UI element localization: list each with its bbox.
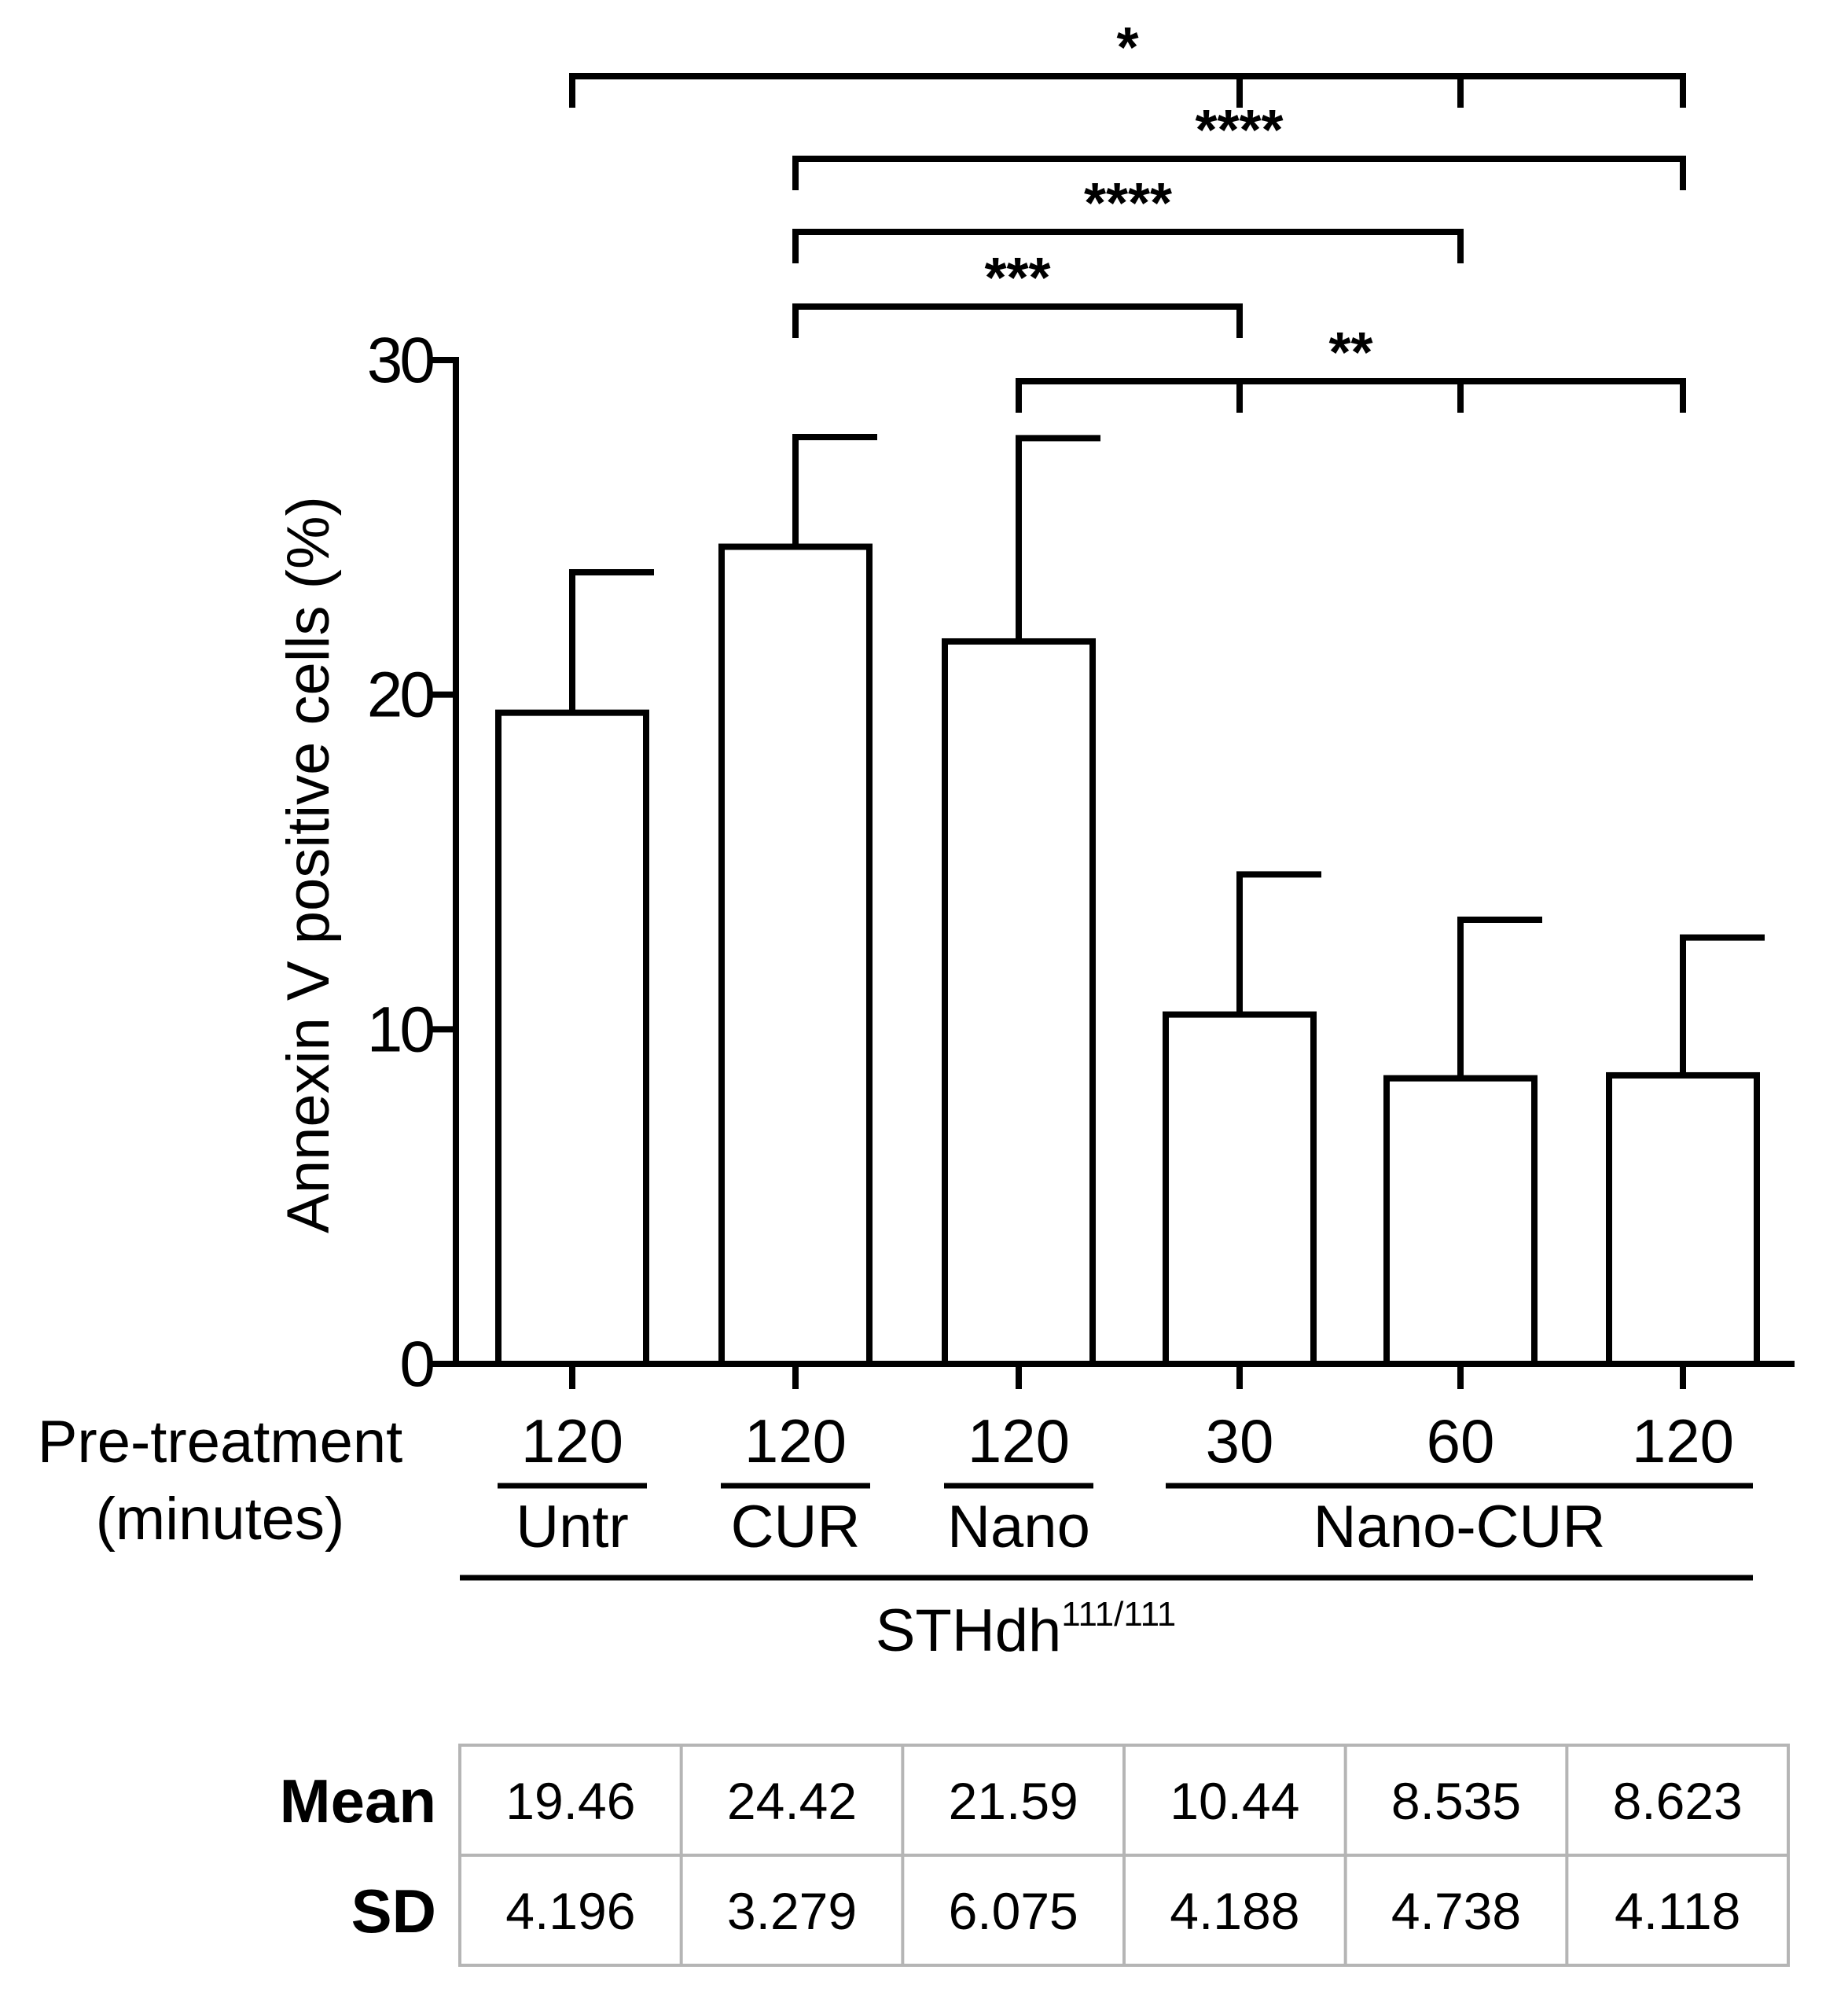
y-tick-label: 10 — [367, 994, 434, 1065]
group-label: CUR — [731, 1494, 861, 1560]
table-cell: 24.42 — [727, 1772, 857, 1830]
cell-line-label: STHdh111/111 — [876, 1595, 1177, 1664]
bar — [1163, 1011, 1317, 1367]
x-axis-title-line2: (minutes) — [96, 1486, 345, 1553]
x-tick-label: 120 — [968, 1406, 1070, 1476]
table-cell: 21.59 — [949, 1772, 1078, 1830]
table-cell: 8.535 — [1391, 1772, 1521, 1830]
significance-brackets: ************** — [569, 17, 1686, 413]
table-cell: 4.118 — [1615, 1882, 1740, 1940]
bar — [1383, 1075, 1538, 1367]
significance-label: **** — [1195, 99, 1283, 162]
x-tick-label: 120 — [744, 1406, 847, 1476]
summary-table: Mean 19.46 24.42 21.59 10.44 8.535 8.623 SD 4.19… — [280, 1744, 1790, 1967]
significance-label: *** — [984, 247, 1050, 310]
cell-line-superscript: 111/111 — [1061, 1595, 1176, 1634]
significance-label: * — [1116, 17, 1138, 79]
table-cell: 6.075 — [949, 1882, 1078, 1940]
y-tick-label: 0 — [399, 1329, 433, 1400]
group-label: Untr — [516, 1494, 629, 1560]
cell-line-base: STHdh — [876, 1597, 1062, 1664]
significance-label: ** — [1328, 322, 1372, 384]
x-tick-label: 120 — [521, 1406, 623, 1476]
error-bars — [569, 433, 1765, 1079]
x-tick-label: 30 — [1206, 1406, 1274, 1476]
table-cell: 4.738 — [1391, 1882, 1521, 1940]
x-axis-labels: Pre-treatment (minutes) 120 120 120 30 60 120 Un… — [38, 1406, 1753, 1664]
table-cell: 10.44 — [1170, 1772, 1299, 1830]
group-label: Nano — [947, 1494, 1090, 1560]
table-cell: 19.46 — [505, 1772, 635, 1830]
table-row-header: Mean — [280, 1766, 436, 1836]
bar — [495, 709, 649, 1367]
axes: 0 10 20 30 Annexin V positive cells (%) — [275, 325, 1795, 1400]
x-tick-label: 60 — [1427, 1406, 1495, 1476]
y-tick-label: 30 — [367, 325, 434, 396]
x-tick-label: 120 — [1632, 1406, 1734, 1476]
y-axis-title: Annexin V positive cells (%) — [275, 496, 342, 1233]
significance-label: **** — [1084, 172, 1172, 235]
bar — [718, 543, 873, 1367]
table-cell: 3.279 — [727, 1882, 857, 1940]
table-row-header: SD — [351, 1876, 436, 1946]
y-tick-label: 20 — [367, 660, 434, 731]
bar — [942, 638, 1096, 1367]
group-label: Nano-CUR — [1313, 1494, 1606, 1560]
bar — [1606, 1071, 1760, 1367]
table-cell: 8.623 — [1613, 1772, 1743, 1830]
bars — [495, 543, 1760, 1367]
table-cell: 4.188 — [1170, 1882, 1299, 1940]
x-axis-title-line1: Pre-treatment — [38, 1409, 403, 1476]
table-cell: 4.196 — [505, 1882, 635, 1940]
